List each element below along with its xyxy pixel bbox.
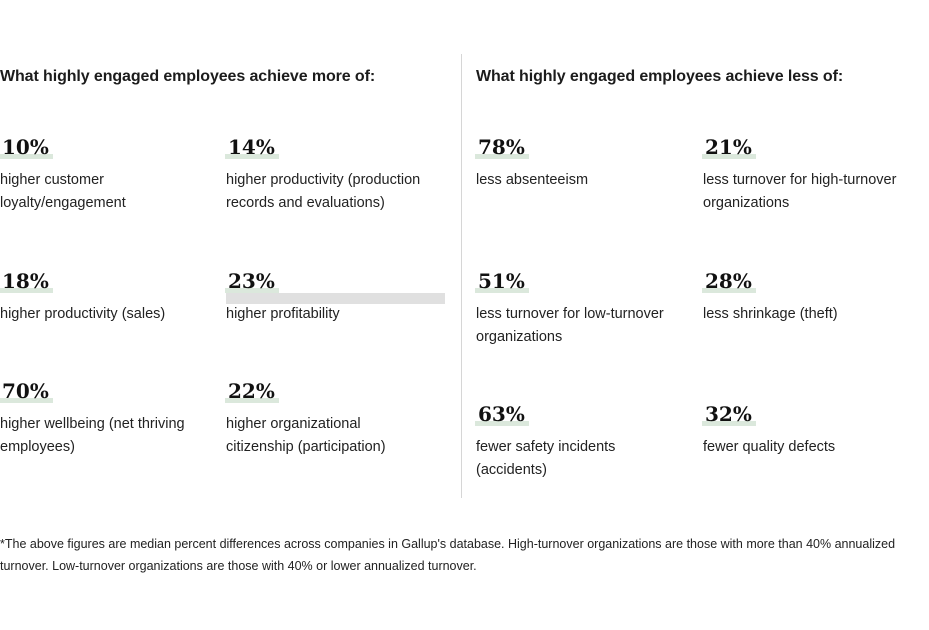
- stat-label: higher organizational citizenship (parti…: [226, 416, 386, 455]
- stat-value: 14%: [225, 135, 279, 159]
- stat-card: 22% higher organizational citizenship (p…: [225, 379, 452, 459]
- stat-card: 21% less turnover for high-turnover orga…: [702, 135, 929, 215]
- stat-value: 28%: [702, 269, 756, 293]
- section-divider: [461, 54, 462, 498]
- highlight-bar: [226, 293, 445, 304]
- stat-label: fewer quality defects: [703, 439, 836, 455]
- stat-value: 21%: [702, 135, 756, 159]
- stat-card: 14% higher productivity (production reco…: [225, 135, 452, 215]
- stat-label: higher productivity (sales): [0, 306, 166, 322]
- stat-label: fewer safety incidents (accidents): [476, 439, 616, 478]
- stat-card: 63% fewer safety incidents (accidents): [475, 402, 702, 482]
- stat-value: 10%: [0, 135, 53, 159]
- heading-more: What highly engaged employees achieve mo…: [0, 68, 376, 85]
- stat-label: higher productivity (production records …: [226, 172, 421, 211]
- stat-value: 23%: [225, 269, 279, 293]
- stat-value: 51%: [475, 269, 529, 293]
- stat-card: 78% less absenteeism: [475, 135, 702, 192]
- stat-card: 18% higher productivity (sales): [0, 269, 226, 326]
- stat-card: 32% fewer quality defects: [702, 402, 929, 459]
- stat-label: less turnover for high-turnover organiza…: [703, 172, 897, 211]
- stat-value: 78%: [475, 135, 529, 159]
- stat-label: higher wellbeing (net thriving employees…: [0, 416, 185, 455]
- stat-label: less shrinkage (theft): [703, 306, 838, 322]
- stat-value: 32%: [702, 402, 756, 426]
- stat-card: 70% higher wellbeing (net thriving emplo…: [0, 379, 226, 459]
- stat-label: higher profitability: [226, 306, 340, 322]
- stat-label: less turnover for low-turnover organizat…: [476, 306, 664, 345]
- footnote: *The above figures are median percent di…: [0, 537, 896, 573]
- stat-label: higher customer loyalty/engagement: [0, 172, 126, 211]
- heading-less: What highly engaged employees achieve le…: [476, 68, 844, 85]
- stat-value: 18%: [0, 269, 53, 293]
- stat-value: 63%: [475, 402, 529, 426]
- stat-value: 70%: [0, 379, 53, 403]
- stat-card: 51% less turnover for low-turnover organ…: [475, 269, 702, 349]
- stat-label: less absenteeism: [476, 172, 589, 188]
- stat-card: 10% higher customer loyalty/engagement: [0, 135, 226, 215]
- stat-value: 22%: [225, 379, 279, 403]
- stat-card: 23% higher profitability: [225, 269, 452, 326]
- stat-card: 28% less shrinkage (theft): [702, 269, 929, 326]
